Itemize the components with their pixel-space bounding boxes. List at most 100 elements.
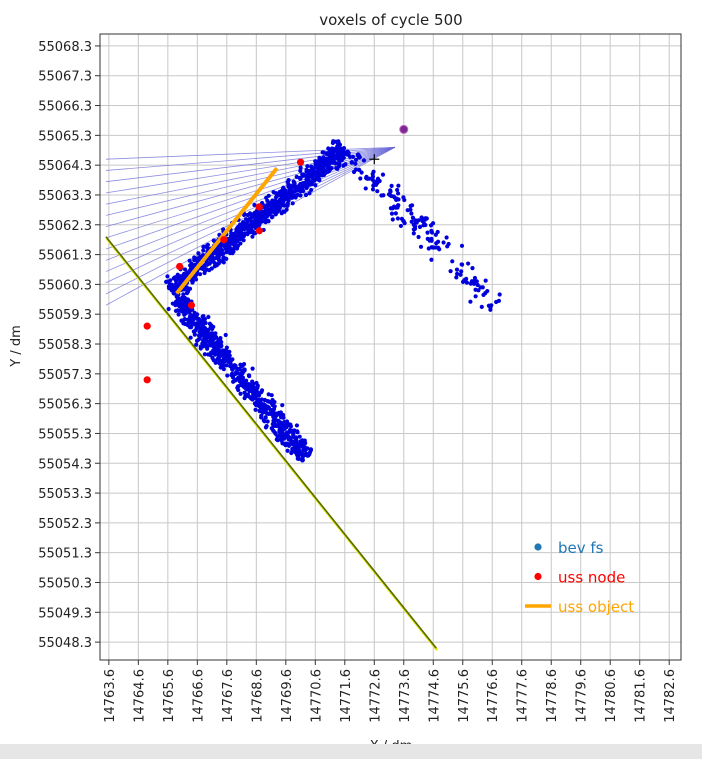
bev-fs-point [185,323,190,328]
bev-fs-point [176,300,181,305]
bev-fs-point [471,281,477,286]
bev-fs-point [228,237,233,242]
ray-line [105,146,396,272]
bev-fs-point [291,431,296,436]
bev-fs-point [334,165,339,171]
bev-fs-point [206,314,211,320]
bev-fs-point [225,373,230,378]
bev-fs-point [242,212,247,218]
y-tick-label: 55063.3 [38,189,92,204]
bev-fs-point [310,174,315,179]
bev-fs-point [242,367,247,372]
legend-swatch-dot [534,572,542,581]
bev-fs-point [281,209,286,214]
bev-fs-point [262,398,267,403]
bev-fs-point [246,373,252,378]
uss-node-point [176,262,184,271]
ray-line [105,146,395,160]
bev-fs-point [255,383,260,388]
bev-fs-point [320,150,325,155]
bev-fs-point [176,312,181,317]
bev-fs-point [283,189,288,194]
bev-fs-point [325,168,330,173]
y-tick-label: 55053.3 [38,487,92,502]
bev-fs-point [489,303,494,308]
bev-fs-point [194,338,200,343]
bev-fs-point [249,219,254,225]
y-tick-label: 55059.3 [38,308,92,323]
x-tick-label: 14771.6 [339,669,354,723]
bev-fs-point [253,390,258,395]
bev-fs-point [244,387,250,392]
bev-fs-point [231,372,236,377]
bev-fs-point [361,158,367,163]
bev-fs-point [298,181,303,187]
bev-fs-point [272,420,277,425]
bev-fs-point [326,146,331,151]
plot-frame [99,33,682,661]
bev-fs-point [259,388,265,393]
bev-fs-point [278,410,283,415]
bev-fs-point [292,193,298,199]
bev-fs-point [282,203,287,208]
bev-fs-point [301,442,306,448]
overlay-marks [143,124,409,384]
bev-fs-point [313,162,318,167]
x-tick-label: 14772.6 [368,669,383,723]
bev-fs-point [250,397,255,402]
bev-fs-point [488,307,493,312]
bev-fs-point [459,243,465,248]
bev-fs-point [182,267,188,272]
bev-fs-point [358,176,363,181]
bev-fs-point [201,344,206,349]
bev-fs-point [205,242,210,247]
bev-fs-point [291,434,297,440]
y-tick-label: 55049.3 [38,606,92,621]
bev-fs-point [419,215,424,220]
bev-fs-point [353,157,359,162]
bev-fs-point [284,207,289,212]
bev-fs-point [429,230,435,235]
bev-fs-point [269,393,274,398]
bev-fs-point [262,211,268,216]
y-tick-label: 55051.3 [38,547,92,562]
bev-fs-point [238,382,244,388]
bev-fs-point [192,255,197,260]
bev-fs-point [408,203,413,209]
bev-fs-point [321,160,326,166]
bev-fs-point [253,407,258,412]
uss-node-point [220,236,228,244]
bev-fs-point [330,140,336,146]
bev-fs-point [356,152,361,157]
bev-fs-point [228,358,233,363]
bev-fs-point [425,230,430,235]
bev-fs-point [357,167,362,172]
bottom-scrollbar[interactable] [0,744,702,759]
bev-fs-point [262,419,267,424]
bev-fs-point [298,168,303,173]
bev-fs-point [468,299,473,304]
bev-fs-point [273,212,278,217]
bev-fs-point [343,162,348,167]
bev-fs-point [306,178,311,183]
bev-fs-point [279,429,284,434]
bev-fs-point [232,378,238,383]
bev-fs-point [497,292,502,297]
bev-fs-point [372,180,377,185]
bev-fs-point [289,442,294,447]
bev-fs-point [295,429,300,434]
bev-fs-point [298,165,303,170]
bev-fs-point [217,361,222,366]
bev-fs-point [291,183,297,188]
bev-fs-point [290,446,295,452]
bev-fs-point [252,385,257,390]
bev-fs-point [395,191,401,196]
marker-point [399,124,409,134]
bev-fs-point [260,215,266,221]
bev-fs-point [479,304,484,309]
bev-fs-point [202,352,207,357]
x-tick-label: 14763.6 [103,669,118,723]
bev-fs-point [399,216,405,221]
bev-fs-point [298,193,303,198]
y-tick-label: 55048.3 [38,636,92,651]
